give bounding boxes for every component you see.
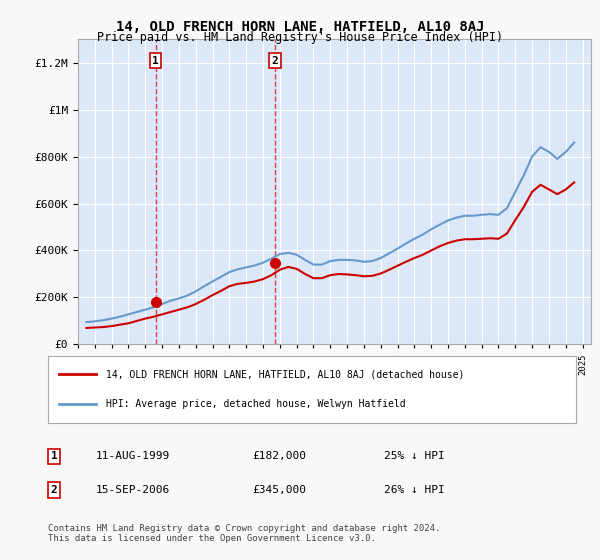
Text: 26% ↓ HPI: 26% ↓ HPI: [384, 485, 445, 495]
Text: 2: 2: [50, 485, 58, 495]
Text: £182,000: £182,000: [252, 451, 306, 461]
Text: 1: 1: [50, 451, 58, 461]
Text: 14, OLD FRENCH HORN LANE, HATFIELD, AL10 8AJ (detached house): 14, OLD FRENCH HORN LANE, HATFIELD, AL10…: [106, 370, 464, 380]
Text: 14, OLD FRENCH HORN LANE, HATFIELD, AL10 8AJ: 14, OLD FRENCH HORN LANE, HATFIELD, AL10…: [116, 20, 484, 34]
Text: 15-SEP-2006: 15-SEP-2006: [96, 485, 170, 495]
Text: 2: 2: [272, 55, 278, 66]
Text: 25% ↓ HPI: 25% ↓ HPI: [384, 451, 445, 461]
Text: Price paid vs. HM Land Registry's House Price Index (HPI): Price paid vs. HM Land Registry's House …: [97, 31, 503, 44]
Text: 11-AUG-1999: 11-AUG-1999: [96, 451, 170, 461]
Text: £345,000: £345,000: [252, 485, 306, 495]
Text: Contains HM Land Registry data © Crown copyright and database right 2024.
This d: Contains HM Land Registry data © Crown c…: [48, 524, 440, 543]
Text: 1: 1: [152, 55, 159, 66]
Text: HPI: Average price, detached house, Welwyn Hatfield: HPI: Average price, detached house, Welw…: [106, 399, 406, 409]
